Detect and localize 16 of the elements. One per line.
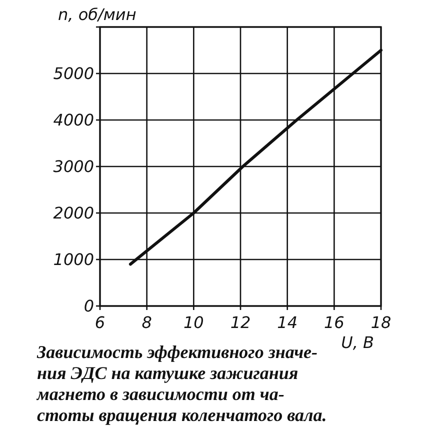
y-tick-label: 3000 <box>53 157 94 176</box>
x-axis-title: U, В <box>341 333 374 352</box>
x-tick-label: 8 <box>142 313 152 332</box>
x-tick-label: 16 <box>324 313 344 332</box>
x-tick-label: 12 <box>230 313 251 332</box>
y-tick-label: 5000 <box>53 64 94 84</box>
y-tick-label: 2000 <box>53 204 94 223</box>
x-tick-label: 18 <box>370 313 392 332</box>
x-tick-label: 6 <box>94 313 106 332</box>
text: Зависимость эффективного значе- ния ЭДС на катушке зажигания магнето в зависимости от ча- стоты вращения коленчатого вала. <box>36 342 327 425</box>
y-tick-label: 0 <box>84 296 94 316</box>
y-tick-label: 1000 <box>53 250 94 270</box>
y-tick-label: 4000 <box>53 110 94 130</box>
y-axis-title: n, об/мин <box>58 5 136 24</box>
x-tick-label: 10 <box>183 313 204 332</box>
x-tick-label: 14 <box>277 313 298 332</box>
